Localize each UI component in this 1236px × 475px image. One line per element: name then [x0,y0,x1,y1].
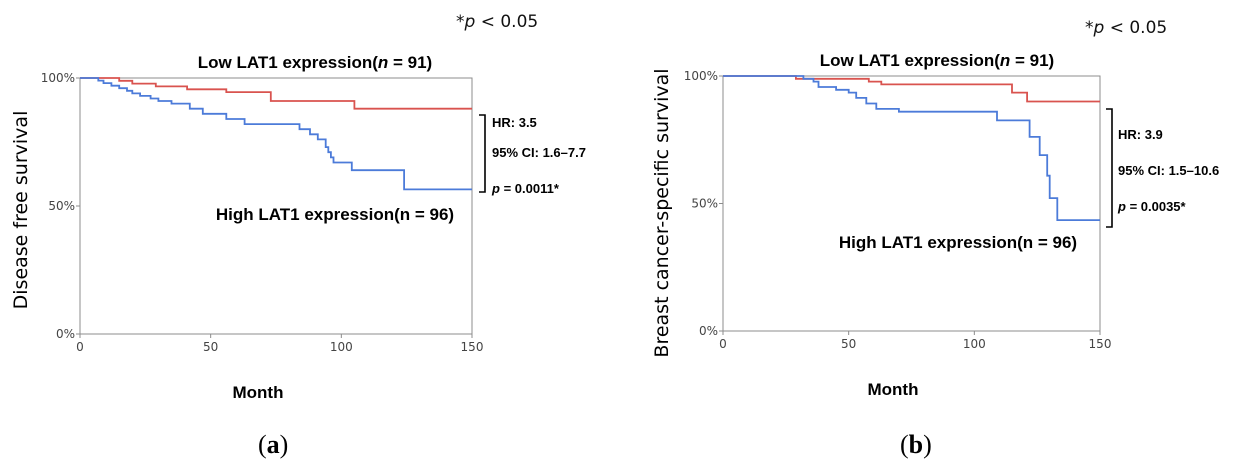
y-tick-label: 50% [48,199,75,213]
significance-note-a: *p < 0.05 [456,12,539,32]
confidence-interval-label: 95% CI: 1.6–7.7 [492,145,586,160]
high-expression-label: High LAT1 expression(n = 96) [839,233,1077,252]
p-value-label: p = 0.0035* [1117,199,1187,214]
chart-panel-a: 0% 50% 100% 0 50 100 150 Low LAT1 expression(n … [10,53,586,402]
high-expression-label: High LAT1 expression(n = 96) [216,205,454,224]
chart-title-prefix: Low LAT1 expression( [820,51,1000,70]
x-tick-label: 150 [1089,337,1112,351]
y-tick-label: 100% [684,69,718,83]
x-axis-label: Month [868,380,919,399]
low-expression-curve [723,75,1100,103]
y-axis-label: Breast cancer-specific survival [651,68,673,357]
y-tick-label: 50% [691,197,718,211]
chart-title-prefix: Low LAT1 expression( [198,53,378,72]
y-axis-label: Disease free survival [10,111,32,310]
x-tick-label: 0 [719,337,727,351]
hr-bracket [479,114,486,193]
chart-panel-b: 0% 50% 100% 0 50 100 150 Low LAT1 expression(n … [651,51,1219,399]
p-value-label: p = 0.0011* [491,181,560,196]
chart-title-n: n [1000,51,1010,70]
x-tick-label: 50 [841,337,856,351]
y-tick-label: 0% [699,324,718,338]
chart-title-n: n [378,53,388,72]
x-tick-label: 50 [203,340,218,354]
p-value-symbol: p [491,181,500,196]
y-tick-label: 0% [56,327,75,341]
high-expression-curve [723,75,1100,221]
p-value-symbol: p [1117,199,1126,214]
chart-title-rest: = 91) [388,53,432,72]
plot-area [79,77,473,335]
chart-title-rest: = 91) [1010,51,1054,70]
high-expression-curve [80,77,472,191]
x-tick-label: 100 [963,337,986,351]
panel-label-b: (b) [900,430,932,459]
p-value-rest: = 0.0011* [500,181,560,196]
p-value-rest: = 0.0035* [1126,199,1187,214]
chart-title: Low LAT1 expression(n = 91) [820,51,1054,70]
plot-area [722,75,1101,332]
hr-bracket [1106,108,1113,228]
y-tick-label: 100% [41,71,75,85]
x-tick-label: 100 [330,340,353,354]
x-tick-label: 150 [461,340,484,354]
x-axis-label: Month [233,383,284,402]
x-tick-label: 0 [76,340,84,354]
hazard-ratio-label: HR: 3.9 [1118,127,1163,142]
significance-note-b: *p < 0.05 [1085,18,1168,38]
panel-label-a: (a) [258,430,289,459]
confidence-interval-label: 95% CI: 1.5–10.6 [1118,163,1219,178]
chart-title: Low LAT1 expression(n = 91) [198,53,432,72]
hazard-ratio-label: HR: 3.5 [492,115,537,130]
low-expression-curve [80,77,472,110]
